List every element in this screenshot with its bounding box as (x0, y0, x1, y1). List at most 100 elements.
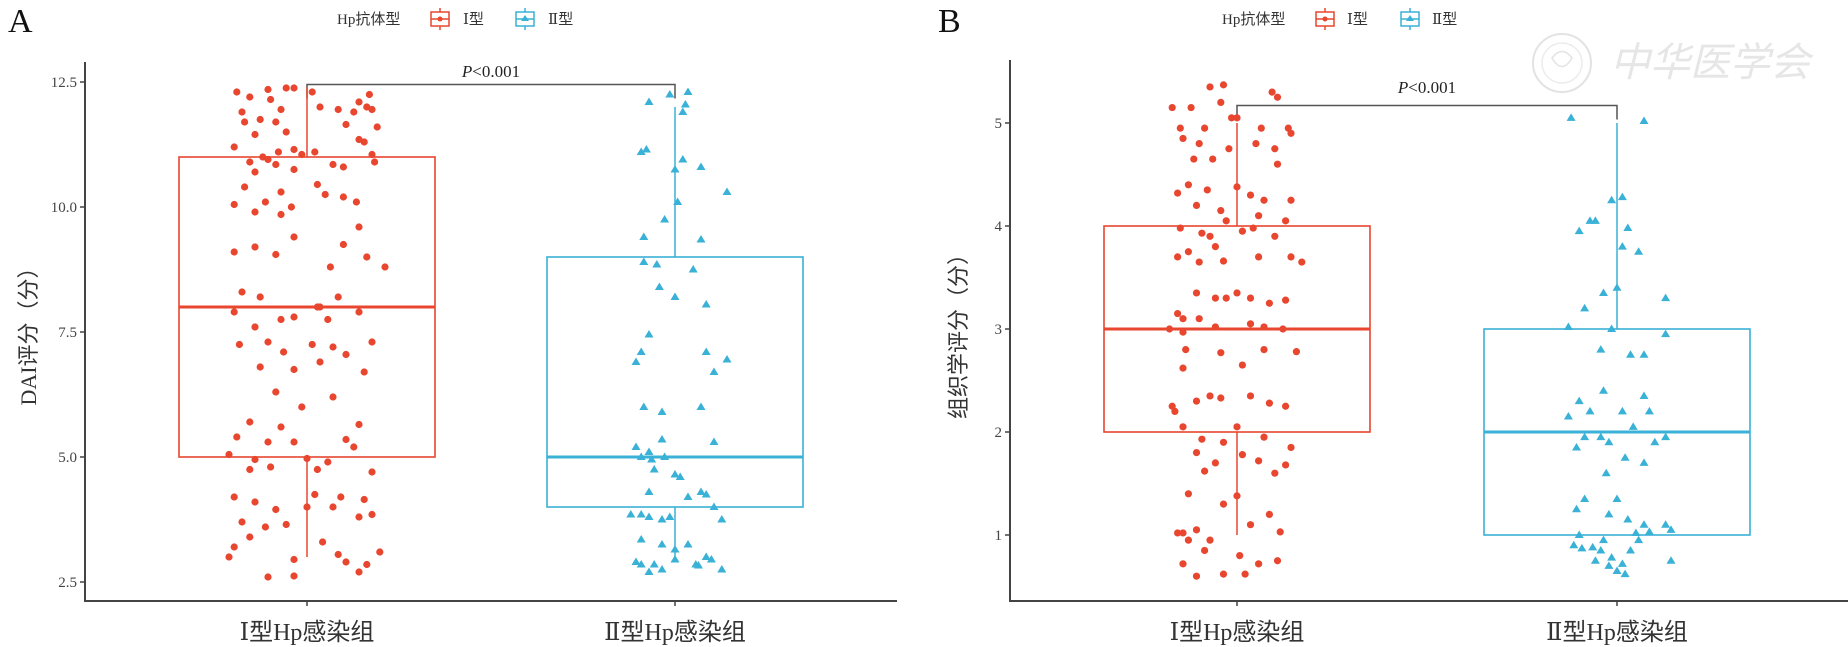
data-point (1271, 145, 1279, 153)
legend-key-type2 (1400, 8, 1420, 30)
data-point (256, 363, 264, 371)
data-point (350, 108, 358, 116)
data-point (678, 155, 688, 163)
data-point (649, 465, 659, 473)
data-point (238, 108, 246, 116)
data-point (1273, 557, 1282, 565)
axes-a: 2.5 5.0 7.5 10.0 12.5 (51, 62, 897, 606)
data-point (1260, 323, 1268, 331)
data-point (1666, 556, 1676, 564)
data-point (1219, 570, 1228, 578)
data-point (636, 510, 646, 518)
boxplot-type2 (546, 107, 804, 557)
data-point (1282, 402, 1290, 410)
data-point (1607, 553, 1617, 561)
data-point (701, 552, 711, 560)
data-point (644, 447, 654, 455)
data-point (329, 503, 337, 511)
data-point (342, 558, 350, 566)
data-point (1176, 224, 1184, 232)
data-point (657, 435, 667, 443)
data-point (1607, 324, 1617, 332)
data-point (1211, 323, 1219, 331)
data-point (233, 433, 241, 441)
data-point (1187, 103, 1195, 112)
data-point (1572, 504, 1581, 513)
data-point (706, 555, 716, 563)
data-point (1217, 349, 1225, 357)
data-point (1271, 232, 1279, 240)
data-point (639, 402, 649, 410)
data-point (1604, 561, 1614, 569)
data-point (1666, 525, 1676, 533)
data-point (282, 520, 290, 529)
data-point (701, 347, 711, 355)
watermark-text: 中华医学会 (1610, 40, 1814, 86)
y-tick-label: 2.5 (58, 575, 77, 591)
data-point (657, 565, 667, 573)
data-point (246, 158, 254, 166)
data-point (660, 452, 670, 460)
data-point (303, 503, 311, 511)
legend-key-type2 (515, 8, 535, 30)
data-point (329, 160, 337, 169)
points-type2 (626, 87, 732, 575)
data-point (241, 118, 249, 126)
data-point (290, 555, 298, 564)
data-point (1206, 83, 1214, 91)
data-point (1201, 467, 1209, 475)
data-point (1182, 346, 1190, 354)
data-point (1639, 116, 1649, 124)
data-point (1179, 315, 1187, 323)
data-point (339, 163, 347, 171)
y-tick-label: 5 (995, 116, 1003, 132)
data-point (1179, 529, 1187, 537)
data-point (1590, 556, 1600, 564)
y-tick-label: 12.5 (51, 75, 77, 91)
data-point (1601, 468, 1611, 477)
data-point (235, 340, 243, 349)
data-point (1628, 422, 1638, 430)
data-point (696, 162, 706, 170)
data-point (709, 437, 719, 445)
data-point (267, 95, 275, 104)
data-point (639, 257, 649, 265)
data-point (701, 490, 711, 498)
boxplot-type1 (178, 87, 436, 557)
data-point (316, 358, 324, 366)
data-point (1599, 288, 1608, 296)
data-point (277, 188, 285, 196)
data-point (225, 553, 233, 561)
data-point (1580, 303, 1590, 312)
data-point (311, 490, 319, 499)
data-point (329, 343, 337, 351)
data-point (1192, 201, 1201, 209)
legend-b: Hp抗体型 Ⅰ型 Ⅱ型 (1222, 8, 1457, 30)
data-point (675, 472, 685, 480)
data-point (1282, 217, 1290, 225)
data-point (1198, 435, 1206, 443)
data-point (1572, 442, 1581, 451)
data-point (1596, 345, 1606, 353)
data-point (1174, 253, 1182, 261)
data-point (1255, 457, 1263, 465)
data-point (355, 308, 363, 316)
data-point (1211, 294, 1219, 302)
data-point (1211, 459, 1219, 467)
data-point (290, 145, 298, 154)
x-tick-label-b-1: Ⅱ型Hp感染组 (1546, 619, 1688, 646)
data-point (1279, 325, 1287, 333)
x-tick-label-a-0: Ⅰ型Hp感染组 (240, 619, 375, 646)
data-point (308, 88, 316, 96)
data-point (1246, 191, 1255, 199)
data-point (626, 510, 636, 518)
data-point (1282, 296, 1290, 304)
panel-a: A Hp抗体型 Ⅰ型 Ⅱ型 2.5 5.0 7.5 10.0 12.5 DAI评分（分）… (8, 3, 897, 646)
data-point (1287, 196, 1295, 204)
data-point (1174, 529, 1182, 537)
data-point (1225, 145, 1233, 153)
data-point (639, 232, 649, 240)
data-point (1206, 536, 1214, 544)
y-axis-title-b: 组织学评分（分） (946, 243, 971, 419)
data-point (1631, 528, 1641, 536)
